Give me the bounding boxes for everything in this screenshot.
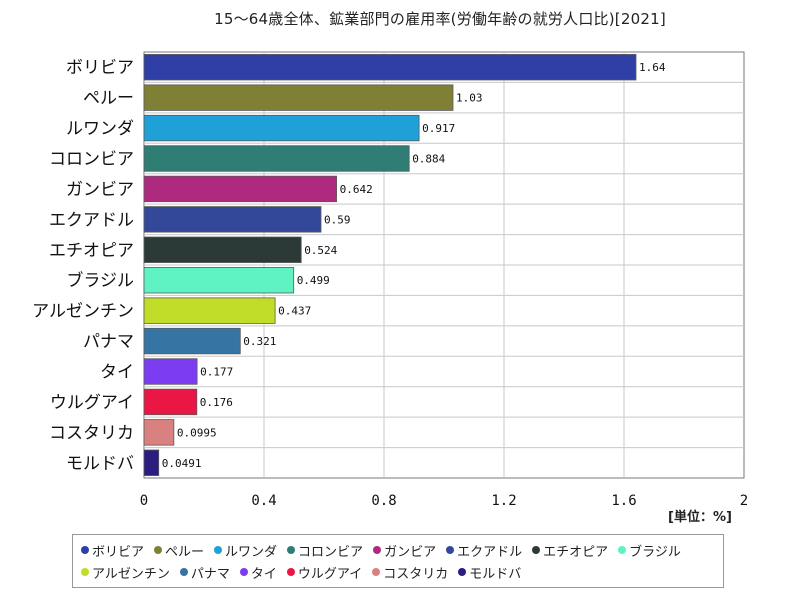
x-tick-label: 0.8	[371, 493, 396, 509]
legend-label: タイ	[250, 566, 277, 582]
legend-item: ボリビア	[81, 540, 144, 560]
bar	[143, 267, 295, 294]
bar	[143, 114, 420, 142]
legend: ボリビア ペルー ルワンダ コロンビア ガンビア エクアドル エチオピア ブラジルアルゼンチン…	[72, 534, 724, 588]
legend-item: ウルグアイ	[286, 562, 363, 582]
bars-group	[143, 54, 637, 476]
bar	[143, 358, 198, 385]
legend-dot-icon	[81, 546, 89, 554]
category-label: コロンビア	[49, 150, 134, 170]
legend-label: アルゼンチン	[92, 566, 170, 582]
legend-dot-icon	[458, 568, 467, 576]
legend-dot-icon	[286, 568, 295, 576]
legend-item: モルドバ	[458, 562, 521, 582]
value-label: 0.0491	[162, 457, 202, 470]
value-label: 0.177	[200, 366, 233, 379]
category-label: ボリビア	[66, 58, 134, 78]
x-tick-label: 2	[740, 493, 748, 509]
category-label: エクアドル	[49, 210, 134, 230]
legend-dot-icon	[214, 546, 223, 554]
legend-label: パナマ	[190, 566, 230, 582]
legend-item: コロンビア	[287, 540, 363, 560]
category-label: パナマ	[83, 332, 134, 352]
legend-item: エチオピア	[532, 540, 608, 560]
x-tick-label: 0	[140, 493, 148, 509]
bar	[143, 449, 160, 476]
value-label: 0.321	[243, 335, 276, 348]
legend-dot-icon	[372, 568, 381, 576]
category-label: エチオピア	[49, 241, 134, 261]
grid-lines	[144, 52, 744, 478]
bar	[143, 175, 338, 203]
value-label: 0.642	[340, 183, 373, 196]
category-label: ブラジル	[66, 270, 134, 291]
bar	[143, 297, 276, 324]
legend-item: ルワンダ	[214, 540, 277, 560]
legend-label: エチオピア	[543, 544, 609, 560]
legend-item: タイ	[239, 562, 277, 582]
bar	[143, 419, 175, 446]
legend-dot-icon	[532, 546, 541, 554]
legend-item: エクアドル	[446, 540, 522, 560]
category-label: ガンビア	[66, 180, 134, 200]
legend-item: ガンビア	[373, 540, 436, 560]
legend-dot-icon	[287, 546, 296, 554]
legend-item: ペルー	[154, 540, 204, 560]
value-labels: 1.64 1.03 0.917 0.884 0.642 0.59 0.524 0.499 0.4…	[162, 61, 666, 470]
category-label: ペルー	[83, 89, 134, 109]
x-axis-ticks: 0 0.4 0.8 1.2 1.6 2	[140, 493, 748, 509]
category-label: モルドバ	[66, 454, 134, 474]
x-tick-label: 1.6	[611, 493, 636, 509]
value-label: 0.0995	[177, 426, 217, 439]
legend-dot-icon	[239, 568, 248, 576]
bar	[143, 206, 322, 233]
legend-label: ガンビア	[384, 544, 437, 560]
legend-dot-icon	[154, 546, 163, 554]
legend-label: モルドバ	[469, 566, 522, 582]
bar	[143, 388, 198, 416]
legend-dot-icon	[446, 546, 455, 554]
value-label: 0.176	[200, 396, 233, 409]
legend-item: パナマ	[179, 562, 230, 582]
value-label: 0.524	[304, 244, 337, 257]
value-label: 0.59	[324, 213, 351, 226]
legend-label: エクアドル	[457, 544, 523, 560]
legend-dot-icon	[179, 568, 188, 576]
legend-label: ペルー	[165, 544, 205, 560]
category-label: ウルグアイ	[50, 393, 134, 413]
legend-label: ブラジル	[629, 544, 681, 560]
category-labels: ボリビアペルールワンダコロンビアガンビアエクアドルエチオピアブラジルアルゼンチン…	[32, 58, 134, 474]
value-label: 1.64	[639, 61, 666, 74]
legend-dot-icon	[618, 546, 627, 554]
category-label: アルゼンチン	[32, 302, 134, 322]
value-label: 0.917	[422, 122, 455, 135]
bar	[143, 54, 637, 81]
bar	[143, 84, 454, 111]
legend-dot-icon	[373, 546, 382, 554]
x-tick-label: 1.2	[491, 493, 516, 509]
bar	[143, 145, 410, 172]
legend-label: コロンビア	[298, 544, 364, 560]
x-tick-label: 0.4	[251, 493, 276, 509]
category-label: ルワンダ	[66, 119, 134, 139]
legend-label: ウルグアイ	[297, 566, 363, 582]
chart-title: 15～64歳全体、鉱業部門の雇用率(労働年齢の就労人口比)[2021]	[214, 10, 666, 28]
legend-item: コスタリカ	[372, 562, 448, 582]
value-label: 0.437	[278, 305, 311, 318]
legend-label: コスタリカ	[383, 566, 449, 582]
value-label: 0.884	[412, 153, 445, 166]
legend-label: ルワンダ	[225, 544, 278, 560]
legend-label: ボリビア	[92, 544, 145, 560]
value-label: 0.499	[297, 274, 330, 287]
legend-dot-icon	[81, 568, 89, 576]
legend-item: ブラジル	[618, 540, 681, 560]
legend-item: アルゼンチン	[81, 562, 170, 582]
bar	[143, 236, 302, 263]
value-label: 1.03	[456, 92, 483, 105]
category-label: コスタリカ	[49, 423, 134, 443]
unit-label: [単位：%]	[668, 510, 732, 525]
bar	[143, 327, 241, 355]
category-label: タイ	[100, 363, 134, 383]
